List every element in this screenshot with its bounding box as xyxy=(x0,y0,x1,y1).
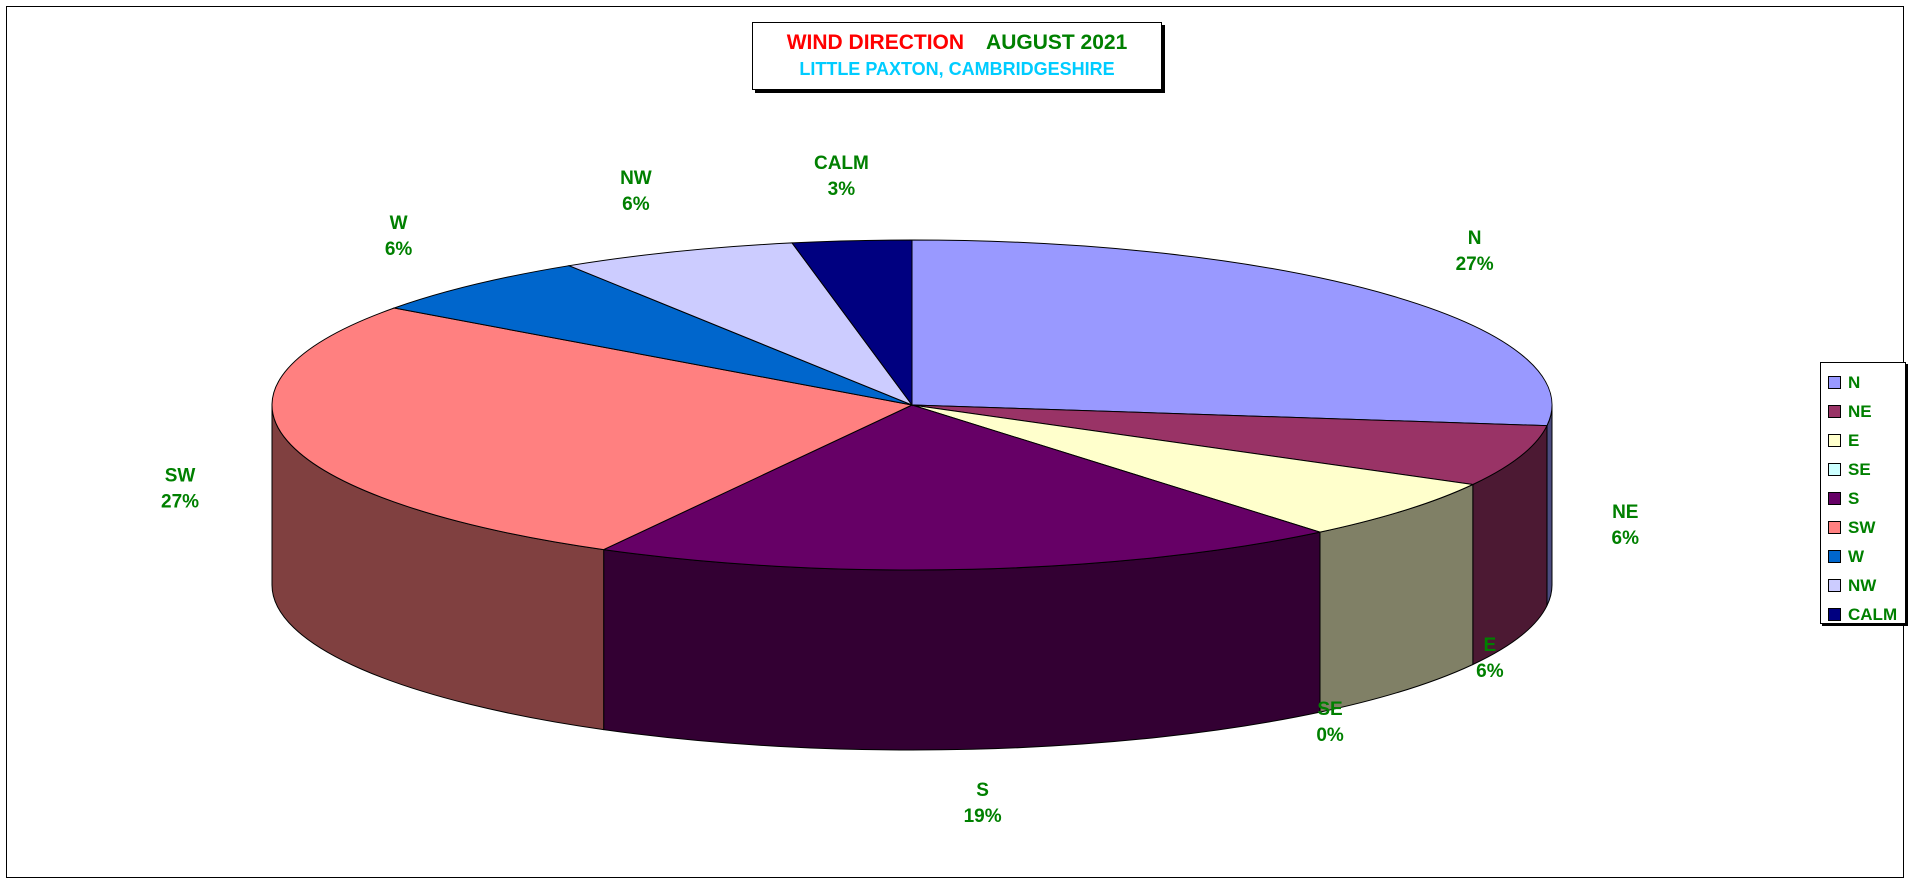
pie-tops xyxy=(271,239,1553,571)
pie-slice-sw xyxy=(271,307,914,551)
data-label-se: SE 0% xyxy=(1316,699,1344,746)
legend-swatch xyxy=(1828,492,1841,505)
data-label-n: N 27% xyxy=(1456,228,1494,275)
data-labels: N 27% NE 6% E 6% SE 0% S 19% SW 27% W 6% NW 6% CALM 3% xyxy=(161,153,1639,827)
data-label-sw: SW 27% xyxy=(161,465,199,512)
legend-label: N xyxy=(1848,372,1861,392)
legend-item-e: E xyxy=(1821,426,1905,455)
legend-item-ne: NE xyxy=(1821,397,1905,426)
legend-swatch xyxy=(1828,463,1841,476)
legend-item-n: N xyxy=(1821,368,1905,397)
chart-subtitle: LITTLE PAXTON, CAMBRIDGESHIRE xyxy=(799,59,1115,79)
legend-label: SE xyxy=(1848,459,1871,479)
legend-label: S xyxy=(1848,488,1860,508)
pie-slice-nw xyxy=(567,242,914,407)
legend-swatch xyxy=(1828,521,1841,534)
legend-label: SW xyxy=(1848,517,1876,537)
legend: N NE E SE S SW W NW CALM xyxy=(1820,362,1906,624)
legend-swatch xyxy=(1828,579,1841,592)
pie-slice-calm xyxy=(791,239,913,407)
data-label-w: W 6% xyxy=(385,213,413,260)
title-month: AUGUST 2021 xyxy=(986,31,1128,54)
legend-swatch xyxy=(1828,608,1841,621)
legend-item-nw: NW xyxy=(1821,571,1905,600)
legend-label: NE xyxy=(1848,401,1872,421)
legend-item-sw: SW xyxy=(1821,513,1905,542)
data-label-s: S 19% xyxy=(964,780,1002,827)
pie-slice-s xyxy=(601,404,1322,571)
chart-title-box: WIND DIRECTION AUGUST 2021 LITTLE PAXTON,… xyxy=(752,22,1162,90)
pie-side-n xyxy=(1546,404,1553,606)
legend-label: W xyxy=(1848,546,1865,566)
legend-item-w: W xyxy=(1821,542,1905,571)
pie-slice-ne xyxy=(911,404,1548,486)
data-label-e: E 6% xyxy=(1476,635,1504,682)
data-label-nw: NW 6% xyxy=(620,168,652,215)
legend-swatch xyxy=(1828,434,1841,447)
legend-swatch xyxy=(1828,550,1841,563)
legend-item-calm: CALM xyxy=(1821,600,1905,629)
legend-label: CALM xyxy=(1848,604,1898,624)
legend-label: NW xyxy=(1848,575,1877,595)
title-wind-direction: WIND DIRECTION xyxy=(786,31,965,54)
pie-slice-e xyxy=(911,404,1475,533)
pie-slice-n xyxy=(911,239,1553,427)
legend-swatch xyxy=(1828,405,1841,418)
data-label-ne: NE 6% xyxy=(1612,502,1640,549)
pie-slice-w xyxy=(392,265,913,406)
chart-title: WIND DIRECTION AUGUST 2021 xyxy=(753,31,1161,55)
legend-swatch xyxy=(1828,376,1841,389)
legend-item-s: S xyxy=(1821,484,1905,513)
legend-label: E xyxy=(1848,430,1860,450)
data-label-calm: CALM 3% xyxy=(814,153,869,200)
pie-sides xyxy=(271,404,1553,751)
legend-item-se: SE xyxy=(1821,455,1905,484)
